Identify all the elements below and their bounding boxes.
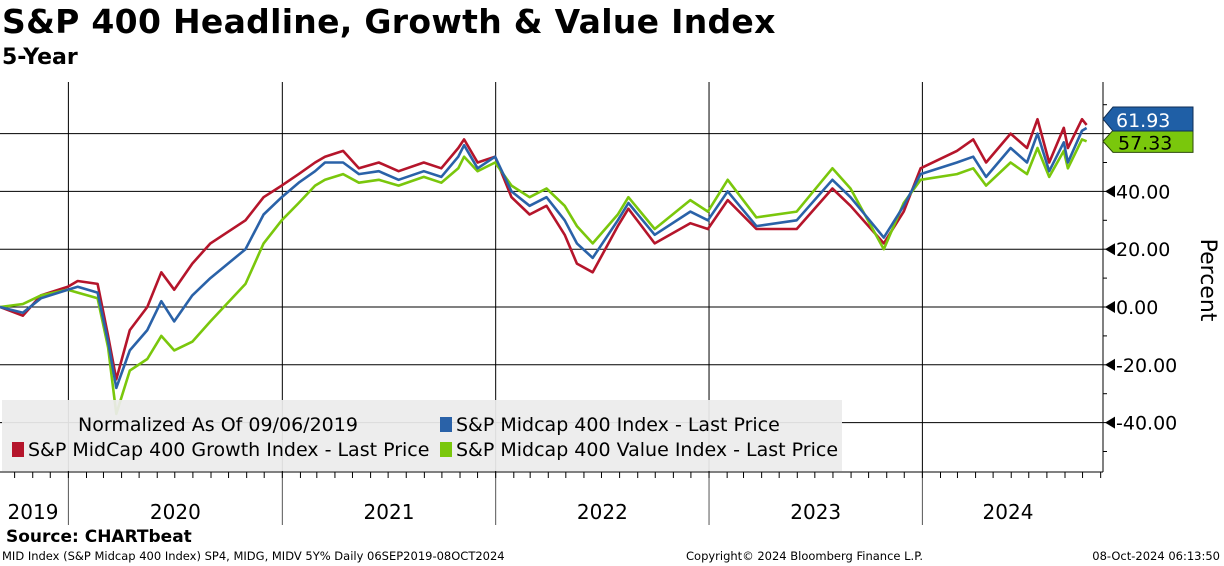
source-note: Source: CHARTbeat [6,527,192,547]
chart-subtitle: 5-Year [2,45,78,70]
year-label: 2020 [150,500,201,524]
year-label: 2021 [364,500,415,524]
legend-label: S&P MidCap 400 Growth Index - Last Price [28,439,429,461]
y-tick-arrow [1105,185,1115,198]
y-tick-arrow [1105,301,1115,313]
legend-label: S&P Midcap 400 Index - Last Price [456,414,780,436]
legend-label: S&P Midcap 400 Value Index - Last Price [456,439,838,461]
chart-title: S&P 400 Headline, Growth & Value Index [2,2,776,41]
y-tick-label: 20.00 [1116,239,1170,261]
footer-copyright: Copyright© 2024 Bloomberg Finance L.P. [686,549,923,563]
legend-swatch [12,442,24,457]
legend-box [2,400,842,471]
y-tick-label: 40.00 [1116,181,1170,203]
y-tick-label: -20.00 [1116,355,1177,377]
footer-timestamp: 08-Oct-2024 06:13:50 [1092,549,1220,563]
series-line [0,126,1088,390]
y-axis-label: Percent [1195,239,1220,322]
legend-swatch [440,417,452,432]
year-label: 2023 [790,500,841,524]
year-label: 2022 [577,500,628,524]
line-chart: -40.00 -20.00 0.00 20.00 40.00 Percent 2019 202… [0,82,1220,525]
last-value-label-value: 57.33 [1118,132,1172,154]
last-value-tag-value [1102,129,1194,153]
y-tick-arrow [1105,243,1115,256]
y-tick-label: 0.00 [1116,297,1158,319]
y-tick-arrow [1105,358,1115,371]
year-label: 2019 [8,500,59,524]
y-tick-label: -40.00 [1116,413,1177,435]
year-label: 2024 [983,500,1034,524]
legend-swatch [440,442,452,457]
last-value-tag-mid [1102,106,1194,132]
legend-header: Normalized As Of 09/06/2019 [78,414,358,436]
y-tick-arrow [1105,416,1115,429]
footer-series-info: MID Index (S&P Midcap 400 Index) SP4, MI… [2,549,505,563]
last-value-label-mid: 61.93 [1116,110,1170,132]
